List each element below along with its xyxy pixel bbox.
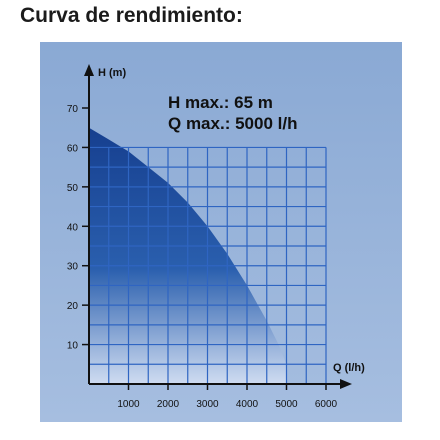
y-tick-label: 20 — [67, 301, 79, 312]
x-tick-label: 6000 — [315, 399, 338, 410]
x-axis-arrow — [340, 379, 352, 389]
annotation-hmax: H max.: 65 m — [168, 93, 273, 112]
page-title: Curva de rendimiento: — [20, 4, 243, 27]
y-tick-label: 10 — [67, 341, 79, 352]
y-tick-label: 70 — [67, 104, 79, 115]
x-tick-label: 5000 — [275, 399, 298, 410]
x-tick-label: 1000 — [117, 399, 140, 410]
annotation-qmax: Q max.: 5000 l/h — [168, 114, 297, 133]
y-tick-label: 40 — [67, 222, 79, 233]
x-tick-label: 4000 — [236, 399, 259, 410]
x-tick-label: 3000 — [196, 399, 219, 410]
y-tick-label: 50 — [67, 183, 79, 194]
y-axis-arrow — [84, 64, 94, 76]
y-tick-label: 60 — [67, 143, 79, 154]
grid — [89, 146, 327, 384]
x-tick-label: 2000 — [157, 399, 180, 410]
x-axis-label: Q (l/h) — [333, 362, 365, 374]
ticks: 10 20 30 40 50 60 70 1000 2000 3000 4000 5000 6000 — [67, 104, 338, 410]
y-tick-label: 30 — [67, 262, 79, 273]
y-axis-label: H (m) — [98, 67, 126, 79]
